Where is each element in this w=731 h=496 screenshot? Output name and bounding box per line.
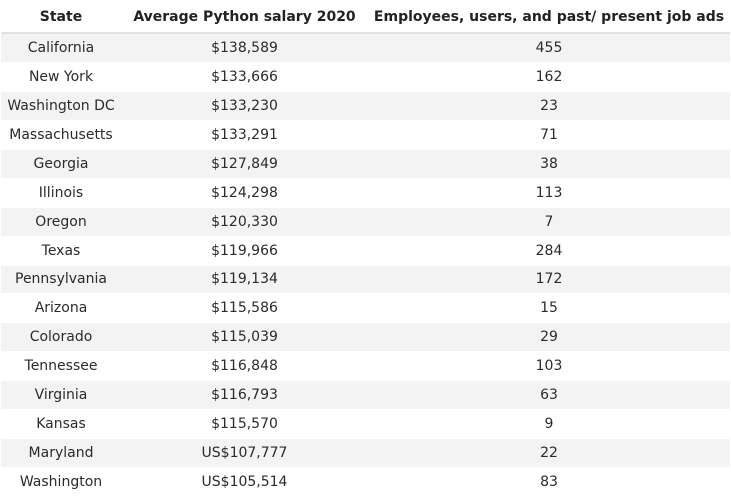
table-row: Illinois $124,298 113 — [1, 177, 730, 208]
job-ads-cell: 22 — [368, 438, 730, 468]
table-row: Maryland US$107,777 22 — [1, 438, 730, 468]
table-row: Georgia $127,849 38 — [1, 148, 730, 179]
salary-cell: $115,586 — [121, 293, 368, 323]
job-ads-cell: 113 — [368, 177, 730, 208]
salary-cell: $138,589 — [121, 32, 368, 63]
salary-cell: $119,134 — [121, 264, 368, 294]
table-row: New York $133,666 162 — [1, 61, 730, 92]
job-ads-cell: 71 — [368, 119, 730, 150]
salary-cell: $133,230 — [121, 90, 368, 121]
state-cell: Texas — [1, 235, 121, 265]
salary-cell: $124,298 — [121, 177, 368, 208]
job-ads-cell: 9 — [368, 409, 730, 439]
salary-cell: $133,666 — [121, 61, 368, 92]
state-cell: California — [1, 32, 121, 63]
table-row: Kansas $115,570 9 — [1, 409, 730, 439]
job-ads-cell: 63 — [368, 380, 730, 410]
table-row: Tennessee $116,848 103 — [1, 351, 730, 381]
salary-cell: $120,330 — [121, 206, 368, 237]
job-ads-cell: 29 — [368, 322, 730, 352]
salary-cell: US$107,777 — [121, 438, 368, 468]
salary-cell: US$105,514 — [121, 467, 368, 496]
table-row: Virginia $116,793 63 — [1, 380, 730, 410]
job-ads-cell: 162 — [368, 61, 730, 92]
column-header-salary: Average Python salary 2020 — [121, 2, 368, 34]
state-cell: Virginia — [1, 380, 121, 410]
job-ads-cell: 15 — [368, 293, 730, 323]
salary-cell: $127,849 — [121, 148, 368, 179]
table-row: Washington US$105,514 83 — [1, 467, 730, 496]
state-cell: Georgia — [1, 148, 121, 179]
state-cell: Colorado — [1, 322, 121, 352]
job-ads-cell: 172 — [368, 264, 730, 294]
table-row: Colorado $115,039 29 — [1, 322, 730, 352]
salary-cell: $116,793 — [121, 380, 368, 410]
salary-cell: $133,291 — [121, 119, 368, 150]
job-ads-cell: 7 — [368, 206, 730, 237]
state-cell: Washington DC — [1, 90, 121, 121]
salary-cell: $116,848 — [121, 351, 368, 381]
column-header-job-ads: Employees, users, and past/ present job … — [368, 2, 730, 34]
job-ads-cell: 83 — [368, 467, 730, 496]
state-cell: Washington — [1, 467, 121, 496]
state-cell: Maryland — [1, 438, 121, 468]
table-row: Oregon $120,330 7 — [1, 206, 730, 237]
table-row: Texas $119,966 284 — [1, 235, 730, 265]
job-ads-cell: 284 — [368, 235, 730, 265]
job-ads-cell: 455 — [368, 32, 730, 63]
column-header-state: State — [1, 2, 121, 34]
salary-cell: $115,039 — [121, 322, 368, 352]
table-header: State Average Python salary 2020 Employe… — [1, 2, 730, 34]
header-row: State Average Python salary 2020 Employe… — [1, 2, 730, 34]
table-row: California $138,589 455 — [1, 32, 730, 63]
table-body: California $138,589 455 New York $133,66… — [1, 32, 730, 496]
table-row: Massachusetts $133,291 71 — [1, 119, 730, 150]
table-row: Washington DC $133,230 23 — [1, 90, 730, 121]
state-cell: Kansas — [1, 409, 121, 439]
state-cell: Tennessee — [1, 351, 121, 381]
state-cell: Pennsylvania — [1, 264, 121, 294]
state-cell: Massachusetts — [1, 119, 121, 150]
job-ads-cell: 103 — [368, 351, 730, 381]
state-cell: Illinois — [1, 177, 121, 208]
salary-cell: $115,570 — [121, 409, 368, 439]
salary-cell: $119,966 — [121, 235, 368, 265]
job-ads-cell: 38 — [368, 148, 730, 179]
state-cell: New York — [1, 61, 121, 92]
table-row: Arizona $115,586 15 — [1, 293, 730, 323]
job-ads-cell: 23 — [368, 90, 730, 121]
state-cell: Oregon — [1, 206, 121, 237]
table-row: Pennsylvania $119,134 172 — [1, 264, 730, 294]
state-cell: Arizona — [1, 293, 121, 323]
